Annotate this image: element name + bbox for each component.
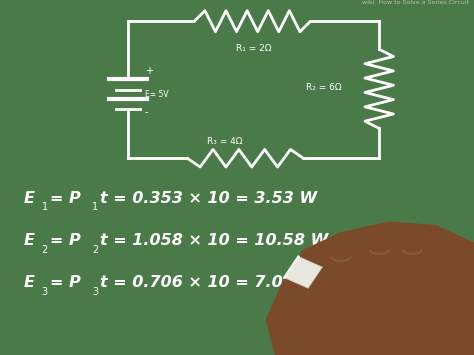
Text: t = 1.058 × 10 = 10.58 W: t = 1.058 × 10 = 10.58 W: [100, 233, 328, 248]
Text: 3: 3: [42, 287, 48, 297]
Text: E= 5V: E= 5V: [145, 90, 168, 99]
Text: 2: 2: [42, 245, 48, 255]
Polygon shape: [284, 257, 322, 288]
Text: R₃ = 4Ω: R₃ = 4Ω: [208, 137, 243, 146]
Text: E: E: [24, 191, 35, 206]
Text: R₂ = 6Ω: R₂ = 6Ω: [306, 83, 341, 92]
Text: -: -: [145, 107, 148, 117]
Text: E: E: [24, 233, 35, 248]
Text: = P: = P: [50, 233, 81, 248]
Text: 3: 3: [92, 287, 99, 297]
Text: R₁ = 2Ω: R₁ = 2Ω: [236, 44, 271, 53]
Text: = P: = P: [50, 191, 81, 206]
Text: t = 0.706 × 10 = 7.06 W: t = 0.706 × 10 = 7.06 W: [100, 275, 317, 290]
Text: 2: 2: [92, 245, 99, 255]
Polygon shape: [265, 222, 474, 355]
Text: E: E: [24, 275, 35, 290]
Text: +: +: [145, 66, 153, 76]
Text: = P: = P: [50, 275, 81, 290]
Text: t = 0.353 × 10 = 3.53 W: t = 0.353 × 10 = 3.53 W: [100, 191, 317, 206]
Text: 1: 1: [42, 202, 48, 212]
Text: wiki  How to Solve a Series Circuit: wiki How to Solve a Series Circuit: [362, 0, 469, 5]
Text: 1: 1: [92, 202, 99, 212]
